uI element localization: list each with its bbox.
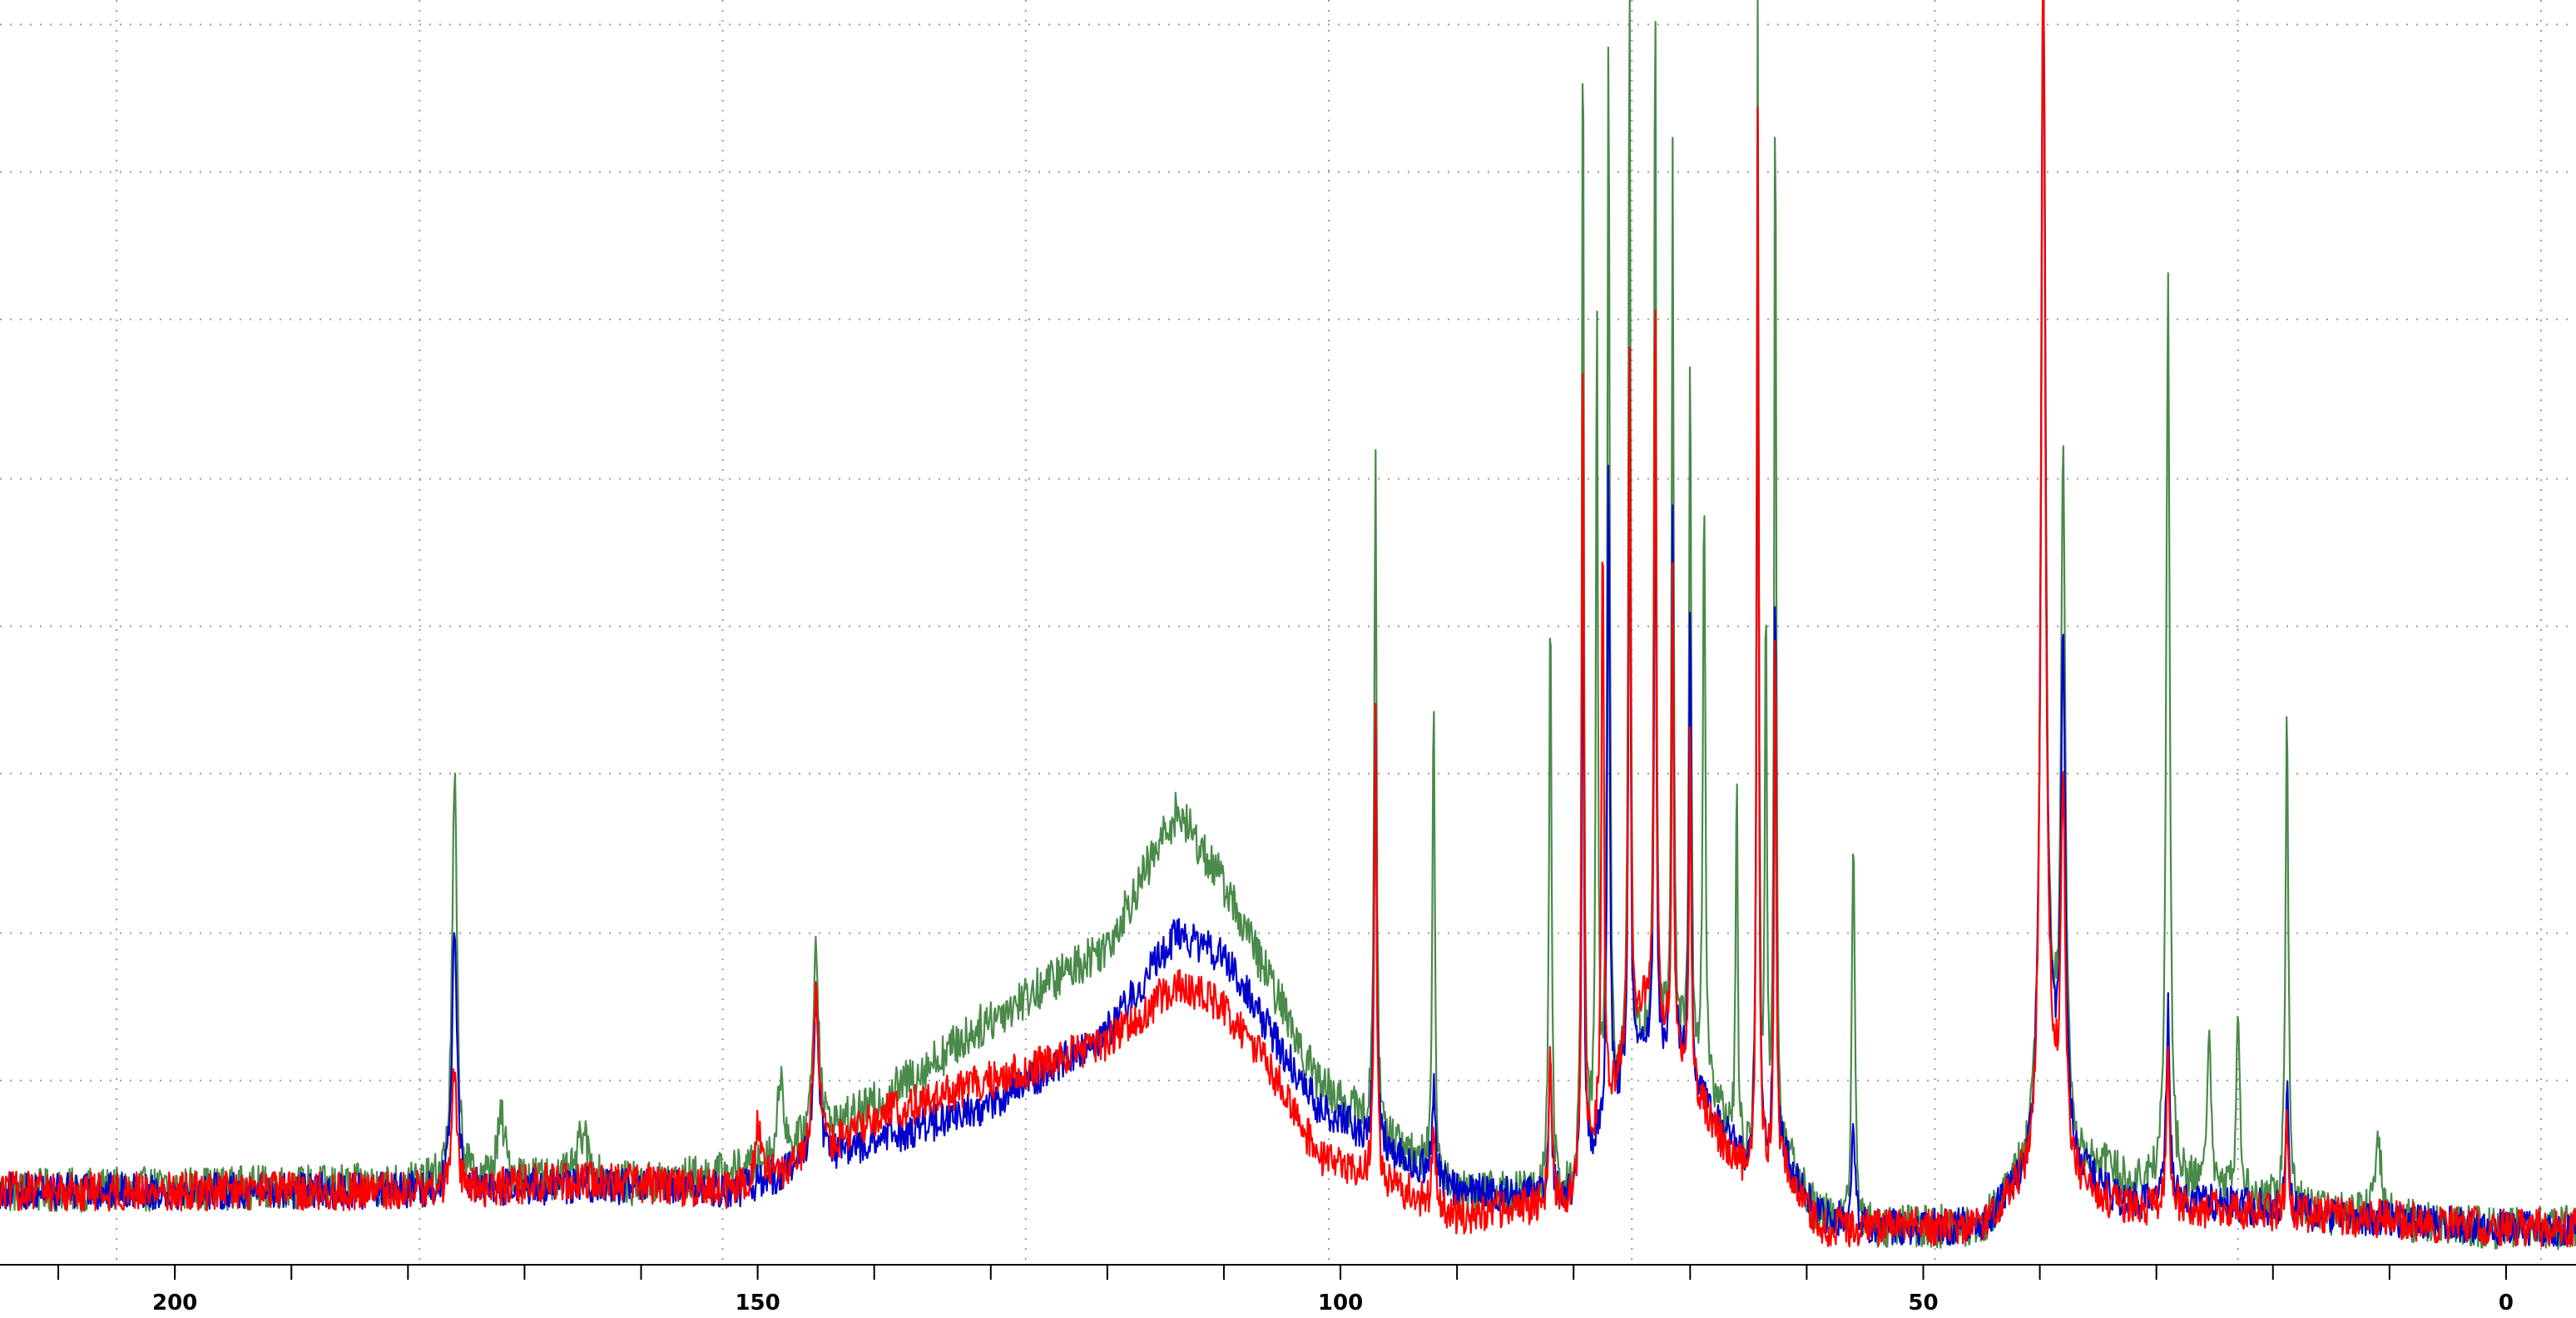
x-tick-label: 200 bbox=[152, 1291, 197, 1316]
x-tick-label: 100 bbox=[1318, 1291, 1363, 1316]
x-tick-label: 150 bbox=[735, 1291, 780, 1316]
series-line-2 bbox=[0, 0, 2576, 1247]
x-axis: 200 150 100 50 0 bbox=[0, 1264, 2576, 1316]
plot-series bbox=[0, 0, 2576, 1251]
x-tick-label: 50 bbox=[1908, 1291, 1938, 1316]
grid-lines bbox=[0, 0, 2576, 1265]
series-line-1 bbox=[0, 0, 2576, 1251]
series-line-3 bbox=[0, 0, 2576, 1248]
x-tick-label: 0 bbox=[2499, 1291, 2514, 1316]
